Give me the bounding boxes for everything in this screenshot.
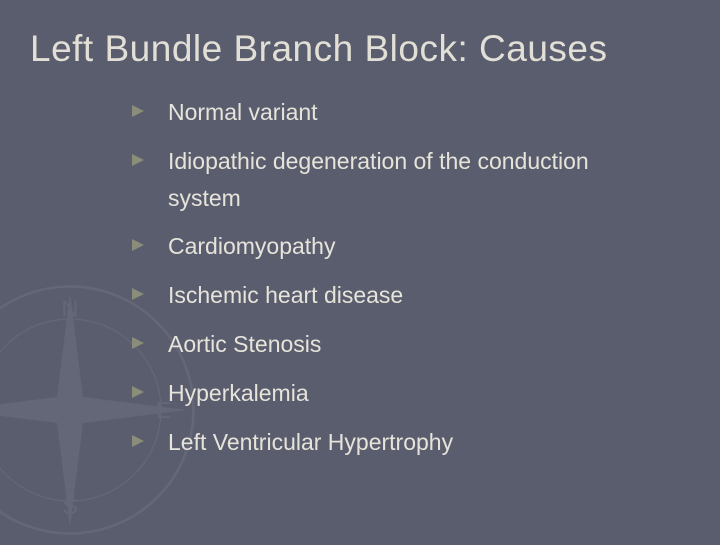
- bullet-item: Aortic Stenosis: [130, 326, 630, 363]
- bullet-item: Idiopathic degeneration of the conductio…: [130, 143, 630, 217]
- bullet-text: Left Ventricular Hypertrophy: [168, 429, 453, 455]
- bullet-text: Aortic Stenosis: [168, 331, 321, 357]
- bullet-text: Ischemic heart disease: [168, 282, 403, 308]
- bullet-arrow-icon: [130, 335, 146, 351]
- bullet-item: Left Ventricular Hypertrophy: [130, 424, 630, 461]
- bullet-item: Ischemic heart disease: [130, 277, 630, 314]
- bullet-text: Hyperkalemia: [168, 380, 309, 406]
- bullet-arrow-icon: [130, 286, 146, 302]
- bullet-text: Cardiomyopathy: [168, 233, 335, 259]
- bullet-list: Normal variant Idiopathic degeneration of…: [130, 94, 630, 460]
- slide-title: Left Bundle Branch Block: Causes: [30, 28, 690, 70]
- bullet-item: Hyperkalemia: [130, 375, 630, 412]
- bullet-arrow-icon: [130, 152, 146, 168]
- slide-container: Left Bundle Branch Block: Causes Normal …: [0, 0, 720, 540]
- bullet-arrow-icon: [130, 384, 146, 400]
- bullet-arrow-icon: [130, 103, 146, 119]
- bullet-item: Cardiomyopathy: [130, 228, 630, 265]
- bullet-arrow-icon: [130, 237, 146, 253]
- bullet-item: Normal variant: [130, 94, 630, 131]
- bullet-text: Idiopathic degeneration of the conductio…: [168, 148, 589, 211]
- bullet-arrow-icon: [130, 433, 146, 449]
- bullet-text: Normal variant: [168, 99, 318, 125]
